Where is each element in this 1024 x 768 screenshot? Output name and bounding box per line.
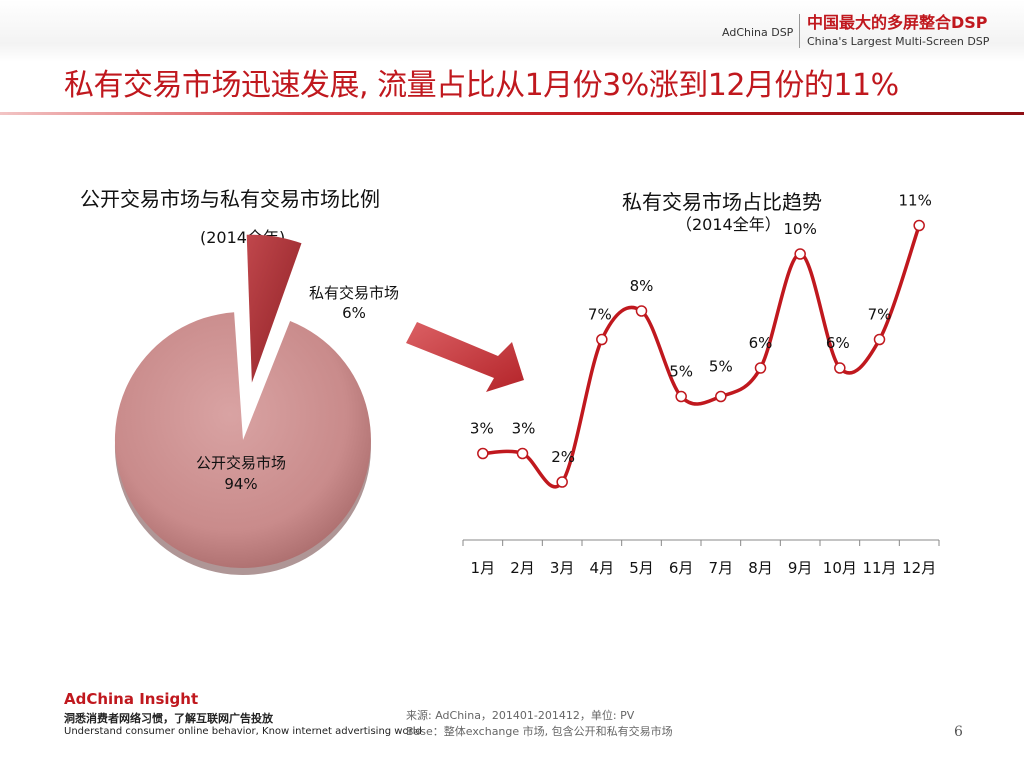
x-tick-label: 6月 [669, 559, 694, 577]
x-tick-label: 10月 [823, 559, 857, 577]
title-rule [0, 112, 1024, 115]
data-point [596, 333, 608, 346]
data-label: 2% [551, 448, 575, 466]
x-tick-label: 8月 [748, 559, 773, 577]
data-point [477, 447, 489, 460]
data-point [556, 476, 568, 488]
data-label: 6% [749, 334, 773, 352]
transition-arrow [406, 322, 524, 392]
pie-chart-title: 公开交易市场与私有交易市场比例 [80, 187, 380, 211]
x-tick-label: 1月 [471, 559, 496, 577]
brand-slogan-cn: 中国最大的多屏整合DSP [807, 13, 988, 32]
series-line [482, 224, 921, 489]
data-point [675, 390, 687, 403]
pie-value-private: 6% [342, 304, 366, 322]
data-label: 3% [512, 420, 536, 438]
line-chart-title: 私有交易市场占比趋势 [622, 190, 822, 214]
pie-slice-private [246, 234, 302, 383]
data-label: 8% [630, 277, 654, 295]
data-point [794, 248, 806, 260]
data-label: 5% [709, 358, 733, 376]
footer-brand: AdChina Insight [64, 690, 199, 708]
line-chart: 1月 2月 3月 4月 5月 6月 7月 8月 9月 10月 11月 12月 3% 3% 2% 7% 8% 5% 5… [462, 192, 940, 577]
x-tick-label: 5月 [629, 559, 654, 577]
base-note: Base：整体exchange 市场, 包含公开和私有交易市场 [406, 725, 673, 738]
x-tick-label: 7月 [709, 559, 734, 577]
data-label: 6% [826, 334, 850, 352]
data-point [715, 390, 727, 403]
x-tick-label: 3月 [550, 559, 575, 577]
brand-slogan-en: China's Largest Multi-Screen DSP [807, 35, 990, 48]
data-point [754, 362, 767, 374]
data-label: 7% [588, 306, 612, 324]
x-tick-label: 9月 [788, 559, 813, 577]
page-number: 6 [954, 724, 963, 740]
brand-divider [799, 14, 800, 48]
x-tick-label: 2月 [510, 559, 535, 577]
brand-small-text: AdChina DSP [722, 26, 794, 39]
data-label: 3% [470, 420, 494, 438]
data-point [913, 219, 925, 232]
footer-tagline-cn: 洞悉消费者网络习惯，了解互联网广告投放 [64, 712, 273, 725]
source-note: 来源: AdChina，201401-201412，单位: PV [406, 709, 635, 722]
page-title: 私有交易市场迅速发展, 流量占比从1月份3%涨到12月份的11% [64, 68, 899, 103]
x-tick-label: 11月 [862, 559, 896, 577]
x-tick-label: 4月 [590, 559, 615, 577]
data-label: 5% [669, 363, 693, 381]
data-point [873, 333, 886, 346]
header-band [0, 0, 1024, 62]
footer-tagline-en: Understand consumer online behavior, Kno… [64, 726, 422, 737]
line-chart-subtitle: （2014全年） [676, 215, 781, 234]
data-label: 10% [783, 220, 816, 238]
data-point [516, 447, 529, 460]
data-label: 11% [898, 192, 931, 210]
data-point [834, 362, 846, 374]
pie-slice-public [114, 312, 371, 568]
pie-label-public: 公开交易市场 [196, 454, 286, 472]
data-point [635, 305, 648, 317]
pie-chart: 公开交易市场 94% 私有交易市场 6% [114, 234, 399, 575]
pie-value-public: 94% [224, 475, 257, 493]
x-tick-label: 12月 [902, 559, 936, 577]
data-label: 7% [868, 306, 892, 324]
pie-label-private: 私有交易市场 [309, 284, 399, 302]
